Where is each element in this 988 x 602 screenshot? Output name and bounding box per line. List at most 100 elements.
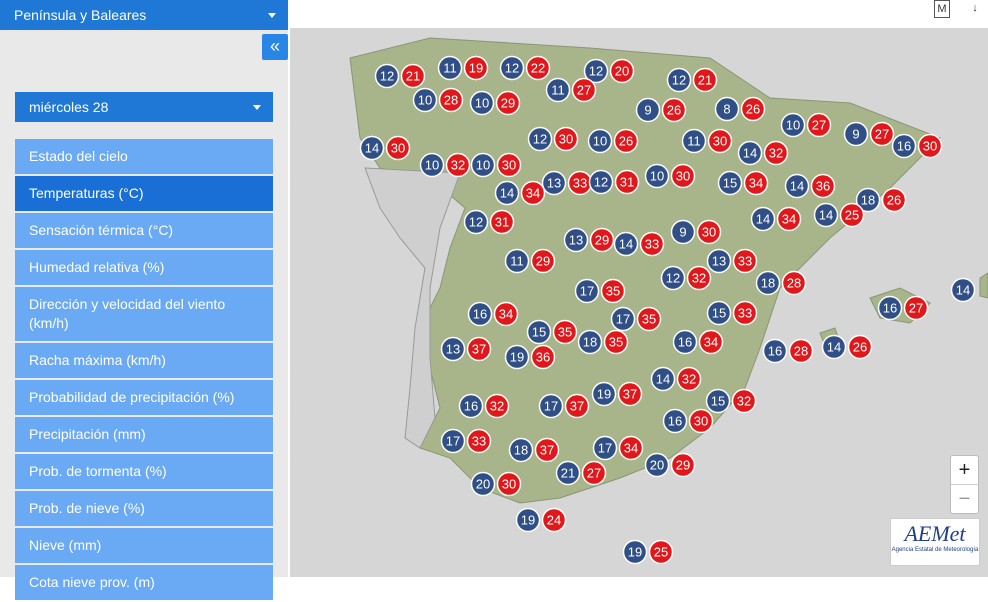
temp-max-marker [600,278,626,304]
temp-min-marker [555,460,581,486]
temp-max-label: 29 [595,233,609,248]
temp-max-label: 37 [472,342,486,357]
temp-min-label: 13 [569,233,583,248]
temp-max-label: 33 [645,237,659,252]
menu-item[interactable]: Probabilidad de precipitación (%) [15,380,273,415]
temp-min-marker [891,133,917,159]
temp-max-marker [609,58,635,84]
temp-max-marker [493,301,519,327]
menu-item[interactable]: Prob. de nieve (%) [15,491,273,526]
temp-max-label: 30 [713,134,727,149]
menu-item[interactable]: Precipitación (mm) [15,417,273,452]
temp-max-marker [438,87,464,113]
temp-min-marker [622,539,648,565]
temp-min-marker [419,152,445,178]
temp-min-label: 13 [547,176,561,191]
temp-min-label: 18 [861,193,875,208]
temp-max-label: 27 [587,466,601,481]
temp-max-marker [648,539,674,565]
logo: AEMet Agencia Estatal de Meteorología [890,518,980,566]
temp-max-marker [676,366,702,392]
temp-max-marker [385,135,411,161]
temp-max-marker [639,231,665,257]
temp-max-marker [881,187,907,213]
temp-min-marker [855,187,881,213]
temp-min-label: 15 [532,325,546,340]
menu-item[interactable]: Sensación térmica (°C) [15,213,273,248]
menu-item[interactable]: Estado del cielo [15,139,273,174]
temp-max-marker [670,452,696,478]
collapse-button[interactable]: « [262,34,288,60]
temp-min-label: 17 [446,434,460,449]
map: 12 21 11 19 12 22 12 20 12 21 10 28 10 29 11 27 9 26 8 26 10… [290,28,988,577]
day-select[interactable]: miércoles 28 [15,92,273,122]
menu-item[interactable]: Humedad relativa (%) [15,250,273,285]
temp-max-label: 31 [620,175,634,190]
toolbar-button[interactable]: ↓ [972,2,978,14]
temp-max-marker [552,319,578,345]
temp-min-marker [592,435,618,461]
temp-max-label: 33 [573,176,587,191]
temp-max-marker [731,388,757,414]
menu-item[interactable]: Temperaturas (°C) [15,176,273,211]
temp-min-label: 14 [819,208,833,223]
temp-min-label: 10 [475,96,489,111]
temp-max-marker [445,152,471,178]
temp-max-label: 32 [490,399,504,414]
temp-min-marker [706,300,732,326]
temp-min-marker [755,270,781,296]
temp-min-label: 14 [756,212,770,227]
temp-max-marker [581,460,607,486]
temp-min-marker [541,170,567,196]
temp-min-marker [644,163,670,189]
temp-min-marker [527,126,553,152]
temp-min-label: 12 [505,61,519,76]
temp-min-marker [538,393,564,419]
toolbar-button[interactable]: M [934,0,950,18]
logo-name: AEMet [904,521,966,546]
temp-min-label: 11 [551,83,565,98]
temp-max-marker [698,329,724,355]
zoom-in[interactable]: + [951,456,978,485]
temp-min-label: 14 [956,283,970,298]
temp-min-label: 18 [761,276,775,291]
temp-max-label: 31 [495,215,509,230]
temp-max-marker [692,67,718,93]
temp-min-label: 12 [469,215,483,230]
temp-max-label: 30 [694,414,708,429]
temp-max-marker [763,140,789,166]
temp-min-marker [469,90,495,116]
temp-max-label: 30 [391,141,405,156]
temp-min-marker [374,63,400,89]
temp-min-label: 16 [464,399,478,414]
menu-item[interactable]: Dirección y velocidad del viento (km/h) [15,287,273,341]
temp-max-marker [810,173,836,199]
temp-min-marker [644,452,670,478]
menu-item[interactable]: Nieve (mm) [15,528,273,563]
temp-min-marker [504,248,530,274]
temp-min-marker [670,219,696,245]
temp-min-marker [440,428,466,454]
menu-item[interactable]: Prob. de tormenta (%) [15,454,273,489]
temp-min-label: 19 [628,545,642,560]
temp-max-marker [466,428,492,454]
zoom-out[interactable]: − [958,488,971,510]
temp-max-marker [839,202,865,228]
temp-min-label: 14 [743,146,757,161]
temp-max-marker [636,306,662,332]
temp-max-label: 28 [787,276,801,291]
region-select[interactable]: Península y Baleares [0,0,288,30]
temp-min-marker [508,437,534,463]
temp-max-label: 34 [749,176,763,191]
temp-max-marker [781,270,807,296]
menu-item[interactable]: Cota nieve prov. (m) [15,565,273,600]
temp-min-label: 19 [510,350,524,365]
temp-min-label: 16 [668,414,682,429]
temp-min-marker [717,170,743,196]
menu-item[interactable]: Racha máxima (km/h) [15,343,273,378]
temp-min-marker [784,173,810,199]
temp-max-label: 28 [444,93,458,108]
temp-max-label: 26 [619,134,633,149]
temp-max-label: 30 [702,225,716,240]
